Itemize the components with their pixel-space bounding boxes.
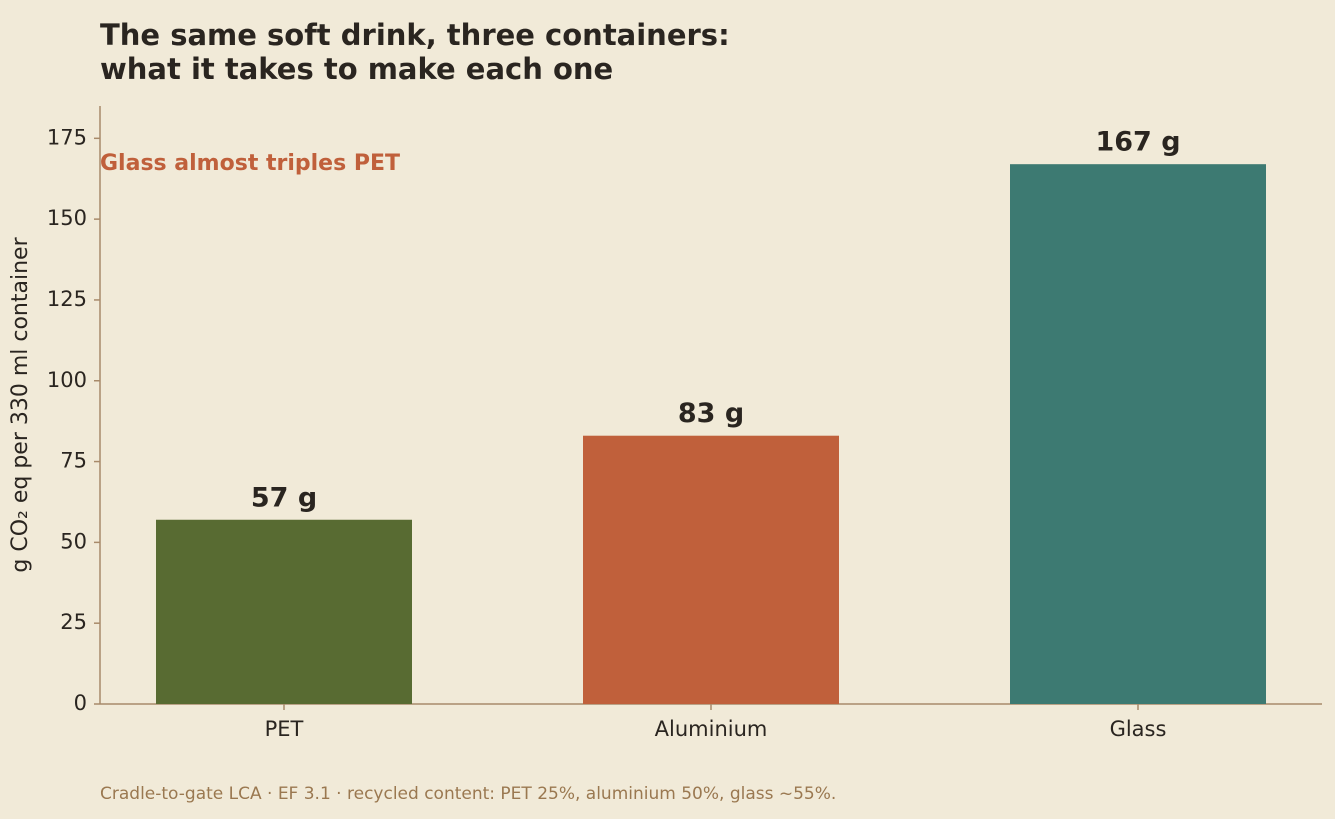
value-label: 167 g [1095,127,1180,158]
y-tick-label: 50 [60,529,87,553]
y-tick-label: 75 [60,449,87,473]
y-tick-label: 150 [47,206,87,230]
y-tick-label: 0 [74,691,87,715]
value-label: 83 g [678,398,744,429]
chart-subtitle: what it takes to make each one [100,52,613,86]
y-tick-label: 125 [47,287,87,311]
y-tick-label: 100 [47,368,87,392]
value-label: 57 g [251,482,317,513]
x-tick-label: PET [265,717,304,741]
footnote: Cradle-to-gate LCA · EF 3.1 · recycled c… [100,784,836,804]
annotation: Glass almost triples PET [100,151,400,176]
y-axis-label: g CO₂ eq per 330 ml container [8,236,33,572]
bar [156,519,412,704]
x-tick-label: Glass [1110,717,1167,741]
y-tick-label: 175 [47,125,87,149]
y-tick-label: 25 [60,610,87,634]
chart-title: The same soft drink, three containers: [100,18,730,52]
bar [1010,164,1266,704]
bar [583,435,839,704]
x-tick-label: Aluminium [655,717,768,741]
